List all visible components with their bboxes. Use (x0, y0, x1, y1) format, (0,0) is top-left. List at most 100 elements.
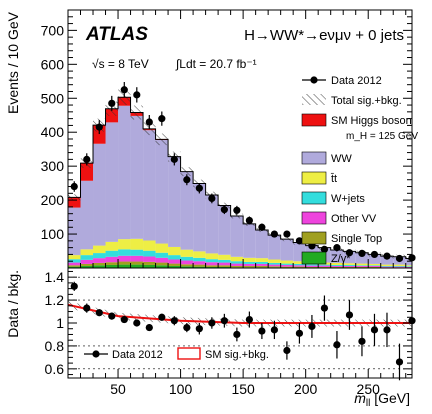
legend-label: t̄t (330, 173, 337, 185)
bar-segment (80, 265, 94, 268)
ratio-point (258, 327, 266, 335)
legend-swatch (301, 113, 327, 127)
bar-segment (130, 264, 144, 268)
data-point (108, 99, 116, 107)
bar-segment (230, 265, 244, 268)
bar-segment (368, 263, 381, 266)
x-tick-label: 150 (231, 381, 255, 397)
bar-segment (218, 262, 231, 266)
bar-segment (368, 265, 381, 267)
bar-segment (293, 265, 306, 267)
bar-segment (93, 258, 106, 263)
data-point (120, 86, 128, 94)
legend-hatch-swatch (302, 94, 326, 105)
bar-segment (343, 251, 356, 264)
bar-segment (155, 252, 169, 258)
bar-segment (243, 261, 256, 264)
bar-segment (205, 262, 219, 266)
bar-segment (130, 238, 144, 250)
legend-swatch (301, 191, 327, 205)
process-label: H→WW*→eνμν + 0 jets (244, 27, 404, 44)
bar-segment (393, 266, 406, 268)
bar-segment (380, 256, 394, 265)
bar-segment (343, 264, 356, 266)
bar-segment (118, 261, 131, 265)
bar-segment (268, 264, 281, 267)
bar-segment (305, 264, 319, 266)
bar-segment (343, 266, 356, 268)
bar-segment (280, 264, 294, 267)
ratio-legend-data-marker (92, 350, 100, 358)
bar-segment (168, 156, 181, 247)
ratio-point (283, 346, 291, 355)
bar-segment (180, 266, 194, 268)
ratio-point (195, 325, 203, 333)
bar-segment (80, 180, 94, 250)
data-point (383, 252, 391, 260)
bar-segment (368, 266, 381, 268)
bar-segment (355, 252, 369, 264)
ratio-hatch-band (68, 301, 412, 327)
legend-data-marker (310, 76, 318, 84)
bar-segment (405, 266, 412, 268)
bar-segment (268, 235, 281, 260)
bar-segment (393, 264, 406, 266)
data-point (195, 184, 203, 192)
data-point (208, 194, 216, 203)
ratio-point (133, 319, 141, 327)
bar-segment (68, 266, 81, 268)
data-point (245, 216, 253, 225)
bar-segment (105, 264, 119, 268)
bar-segment (180, 260, 194, 265)
ratio-y-tick-label: 1 (56, 315, 64, 331)
bar-segment (280, 260, 294, 264)
data-point (258, 223, 266, 231)
bar-segment (293, 263, 306, 266)
data-point (145, 118, 153, 126)
bar-segment (255, 263, 269, 266)
legend-label: SM Higgs boson (331, 115, 412, 127)
ratio-point (158, 313, 166, 321)
bar-segment (143, 261, 156, 265)
bar-segment (218, 265, 231, 267)
bar-segment (80, 255, 94, 260)
y-axis-title-main: Events / 10 GeV (5, 11, 21, 114)
ratio-legend-label: Data 2012 (112, 349, 163, 361)
bar-segment (193, 264, 206, 267)
data-point (270, 230, 278, 238)
data-point (295, 237, 304, 245)
data-point (170, 155, 178, 163)
data-point (158, 115, 166, 123)
ratio-point (370, 326, 379, 334)
bar-segment (118, 105, 131, 240)
bar-segment (193, 251, 206, 258)
data-point (283, 230, 291, 238)
bar-segment (343, 265, 356, 267)
bar-segment (118, 255, 131, 262)
bar-segment (330, 262, 344, 265)
ratio-y-tick-label: 1.2 (45, 292, 65, 308)
bar-segment (93, 143, 106, 246)
bar-segment (155, 243, 169, 253)
ratio-y-tick-label: 1.4 (45, 269, 65, 285)
bar-segment (230, 256, 244, 262)
ratio-y-tick-label: 0.8 (45, 338, 65, 354)
data-point (95, 123, 103, 131)
bar-segment (368, 265, 381, 266)
bar-segment (355, 266, 369, 268)
bar-segment (230, 216, 244, 257)
bar-segment (80, 259, 94, 264)
ratio-point (120, 315, 128, 324)
data-point (370, 250, 379, 259)
legend-label: W+jets (331, 193, 365, 205)
legend-label: m_H = 125 GeV (346, 131, 418, 142)
bar-segment (168, 265, 181, 268)
bar-segment (355, 265, 369, 266)
bar-segment (218, 254, 231, 260)
bar-segment (168, 263, 181, 266)
bar-segment (180, 249, 194, 257)
data-point (83, 155, 91, 163)
bar-segment (405, 265, 412, 267)
legend-label: Data 2012 (331, 75, 382, 87)
